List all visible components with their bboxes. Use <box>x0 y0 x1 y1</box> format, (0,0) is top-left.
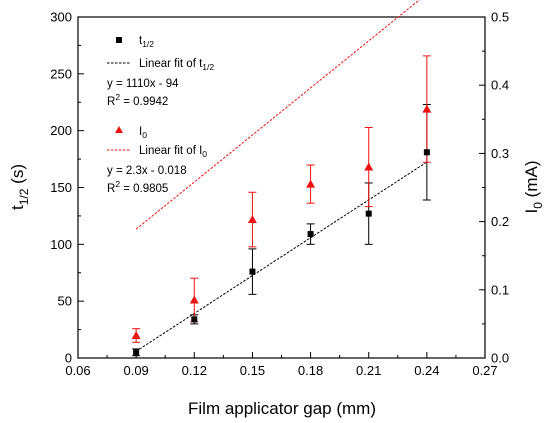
x-tick-label: 0.06 <box>65 363 90 378</box>
legend-i-sub: 0 <box>142 130 147 140</box>
i0-point <box>364 162 374 171</box>
y-left-tick-label: 150 <box>50 180 72 195</box>
t-half-point <box>191 316 198 323</box>
y-right-tick-label: 0.3 <box>491 146 509 161</box>
y-left-tick-label: 50 <box>58 294 72 309</box>
y-right-tick-label: 0.4 <box>491 78 509 93</box>
y-right-tick-label: 0.1 <box>491 282 509 297</box>
ticks-layer: 0.06 0.09 0.12 0.15 0.18 0.21 0.24 0.2705010015… <box>50 10 509 379</box>
y-left-title-unit: (s) <box>8 164 27 189</box>
t-half-fit-line <box>135 161 428 352</box>
y-right-tick-label: 0.0 <box>491 351 509 366</box>
i0-point <box>306 179 316 188</box>
x-tick-label: 0.12 <box>182 363 207 378</box>
y-right-tick-label: 0.2 <box>491 214 509 229</box>
y-left-tick-label: 300 <box>50 10 72 25</box>
x-tick-label: 0.18 <box>298 363 323 378</box>
t-half-point <box>249 268 256 275</box>
markers-layer <box>131 104 432 356</box>
legend-i-fit-sub: 0 <box>202 149 207 159</box>
legend-i-fit-prefix: Linear fit of I <box>139 145 202 157</box>
legend-t-sub: 1/2 <box>142 39 154 49</box>
y-left-tick-label: 0 <box>65 351 72 366</box>
y-right-title-unit: (mA) <box>522 161 541 203</box>
x-tick-label: 0.21 <box>356 363 381 378</box>
legend-marker-t-half <box>116 37 122 43</box>
i0-point <box>422 104 432 113</box>
legend-i-r2: R2 = 0.9805 <box>107 179 168 195</box>
legend-t-r2-prefix: R <box>107 96 115 108</box>
x-tick-label: 0.09 <box>123 363 148 378</box>
legend-label-i-fit: Linear fit of I0 <box>139 145 207 159</box>
legend-t-r2-value: = 0.9942 <box>120 96 168 108</box>
y-left-tick-label: 200 <box>50 123 72 138</box>
legend-t-fit-sub: 1/2 <box>202 62 214 72</box>
t-half-point <box>365 210 372 217</box>
y-right-title-sub: 0 <box>531 202 545 209</box>
y-right-title-main: I <box>522 209 541 214</box>
y-right-tick-label: 0.5 <box>491 10 509 25</box>
legend-t-r2-sup: 2 <box>115 92 120 102</box>
legend-label-t-fit: Linear fit of t1/2 <box>139 58 214 72</box>
t-half-point <box>423 149 430 156</box>
x-tick-label: 0.15 <box>240 363 265 378</box>
i0-fit-line <box>135 0 421 230</box>
x-tick-label: 0.24 <box>414 363 439 378</box>
fit-lines-layer <box>135 0 428 352</box>
legend-label-t-half: t1/2 <box>139 35 154 49</box>
i0-point <box>247 215 257 224</box>
t-half-point <box>307 231 314 238</box>
legend-i-r2-prefix: R <box>107 183 115 195</box>
y-left-tick-label: 100 <box>50 237 72 252</box>
legend-t-r2: R2 = 0.9942 <box>107 92 168 108</box>
i0-point <box>131 330 141 339</box>
legend: t1/2 Linear fit of t1/2 y = 1110x - 94 R… <box>107 35 214 195</box>
y-axis-right-title: I0 (mA) <box>522 161 545 214</box>
y-axis-left-title: t1/2 (s) <box>8 164 31 210</box>
legend-i-main: I <box>139 126 142 138</box>
legend-t-fit-prefix: Linear fit of t <box>139 58 203 70</box>
legend-t-equation: y = 1110x - 94 <box>107 78 179 90</box>
x-axis-title: Film applicator gap (mm) <box>188 399 376 418</box>
legend-t-main: t <box>139 35 143 47</box>
x-tick-label: 0.27 <box>472 363 497 378</box>
y-left-tick-label: 250 <box>50 66 72 81</box>
legend-marker-i0 <box>115 126 123 133</box>
y-left-title-sub: 1/2 <box>17 188 31 205</box>
legend-i-equation: y = 2.3x - 0.018 <box>107 165 187 177</box>
t-half-point <box>133 349 140 356</box>
legend-i-r2-sup: 2 <box>115 179 120 189</box>
y-left-title-main: t <box>8 205 27 210</box>
error-bars-layer <box>132 55 431 357</box>
legend-i-r2-value: = 0.9805 <box>120 183 168 195</box>
legend-label-i0: I0 <box>139 126 147 140</box>
i0-point <box>189 295 199 304</box>
